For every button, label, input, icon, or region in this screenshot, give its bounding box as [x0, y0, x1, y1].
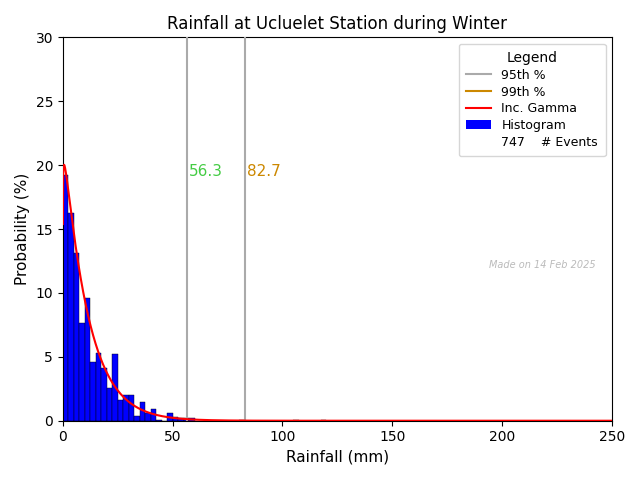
Bar [112, 354, 118, 421]
Bar [74, 252, 79, 421]
Bar [63, 175, 68, 421]
Title: Rainfall at Ucluelet Station during Winter: Rainfall at Ucluelet Station during Wint… [168, 15, 508, 33]
Bar [189, 418, 195, 421]
Bar [140, 402, 145, 421]
Bar [151, 409, 156, 421]
Bar [118, 400, 124, 421]
Text: 56.3: 56.3 [189, 164, 223, 179]
Bar [107, 388, 112, 421]
X-axis label: Rainfall (mm): Rainfall (mm) [286, 450, 389, 465]
Bar [173, 417, 178, 421]
Bar [184, 418, 189, 421]
Bar [156, 420, 162, 421]
Bar [101, 368, 107, 421]
Bar [167, 413, 173, 421]
Bar [79, 323, 85, 421]
Text: Made on 14 Feb 2025: Made on 14 Feb 2025 [489, 260, 595, 270]
Text: 82.7: 82.7 [246, 164, 280, 179]
Bar [145, 413, 151, 421]
Bar [129, 395, 134, 421]
Bar [68, 213, 74, 421]
Bar [178, 418, 184, 421]
Bar [85, 299, 90, 421]
Bar [90, 362, 96, 421]
Bar [96, 352, 101, 421]
Legend: 95th %, 99th %, Inc. Gamma, Histogram, 747    # Events: 95th %, 99th %, Inc. Gamma, Histogram, 7… [459, 44, 605, 156]
Y-axis label: Probability (%): Probability (%) [15, 173, 30, 285]
Bar [134, 416, 140, 421]
Bar [124, 395, 129, 421]
